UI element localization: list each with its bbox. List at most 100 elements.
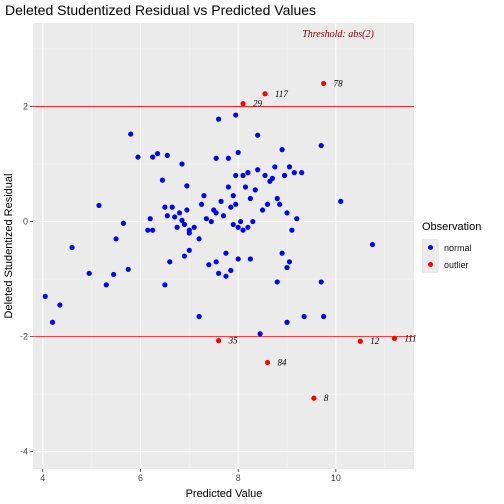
normal-point [235,224,241,230]
normal-point [179,217,185,223]
normal-point [223,273,229,279]
y-tick-label: 2 [23,101,28,111]
legend-label-outlier: outlier [444,259,469,270]
legend-key-outlier [422,256,439,273]
normal-point [164,213,170,219]
normal-point [201,193,207,199]
minor-gridlines [33,23,414,469]
normal-point [259,207,266,213]
normal-point [318,279,324,285]
outlier-labels: 29 117 78 35 84 8 12 111 [228,78,417,403]
normal-point [120,220,126,226]
normal-point [191,224,197,230]
x-tick-label: 4 [40,473,45,483]
outlier-label: 12 [370,336,380,346]
normal-point [230,221,236,228]
normal-point [172,214,178,220]
normal-point [184,207,190,213]
normal-point [235,256,241,262]
normal-point [49,319,56,325]
normal-point [174,224,180,230]
normal-point [179,161,185,167]
normal-point [184,183,190,189]
normal-point [279,250,285,256]
outlier-label: 117 [275,89,288,99]
normal-point [216,116,222,122]
normal-point [318,142,324,149]
outlier-label: 29 [253,99,262,109]
outlier-label: 111 [404,333,416,343]
normal-point [218,198,224,204]
outlier-point [264,359,271,366]
normal-point [245,224,251,230]
normal-point [233,201,239,207]
legend-item-outlier: outlier [422,256,481,273]
normal-point [284,319,290,325]
y-axis-ticks: -4 -2 0 2 [20,101,33,457]
normal-point [164,152,170,158]
normal-point [289,227,295,233]
x-tick-label: 8 [236,473,241,483]
normal-point [110,271,117,278]
normal-point [198,201,205,207]
data-points [42,80,398,401]
outlier-point [391,335,398,341]
normal-point [186,247,192,253]
normal-point [147,216,153,222]
legend-title: Observation [422,221,482,233]
normal-point [255,167,261,173]
normal-point [57,302,63,308]
normal-point [281,172,288,179]
outlier-point [311,395,317,401]
legend-item-normal: normal [422,239,481,256]
normal-point [162,204,168,210]
outlier-point [262,91,268,97]
normal-point [150,154,156,160]
normal-point [208,218,214,225]
x-tick-label: 6 [138,473,143,483]
normal-point [196,236,202,242]
normal-point [252,187,258,193]
y-tick-label: 0 [23,217,28,227]
normal-point [240,227,246,233]
normal-point [299,170,305,176]
outlier-point [321,80,327,87]
outlier-point [216,338,222,344]
normal-point [203,216,210,222]
normal-point [247,256,253,262]
normal-point [255,132,261,138]
normal-point [237,218,244,225]
y-tick-label: -4 [20,447,28,457]
normal-point [196,313,202,320]
normal-point [206,262,212,268]
normal-point [86,270,92,276]
normal-point [257,331,263,337]
normal-point [216,270,222,276]
x-tick-label: 10 [331,473,341,483]
outlier-label: 35 [228,336,239,346]
normal-point [125,266,131,272]
normal-point [284,264,290,271]
normal-point [233,172,239,179]
normal-point [150,227,156,233]
outlier-point [240,100,246,107]
normal-point [213,259,219,265]
y-tick-label: -2 [20,332,28,342]
normal-point [294,216,300,222]
normal-point [284,210,290,216]
outlier-label: 8 [324,393,329,403]
normal-point [269,175,275,181]
legend: Observation normal outlier [422,221,481,273]
chart-title: Deleted Studentized Residual vs Predicte… [5,2,317,18]
normal-point [128,131,134,137]
normal-point [301,313,307,320]
legend-label-normal: normal [444,242,472,253]
normal-point [338,198,344,204]
normal-point [369,241,376,248]
normal-point [228,204,234,210]
normal-point [154,151,161,157]
x-axis-label: Predicted Value [186,488,263,500]
normal-point [186,227,192,233]
normal-point [245,170,251,176]
y-axis-label: Deleted Studentized Residual [3,174,15,319]
